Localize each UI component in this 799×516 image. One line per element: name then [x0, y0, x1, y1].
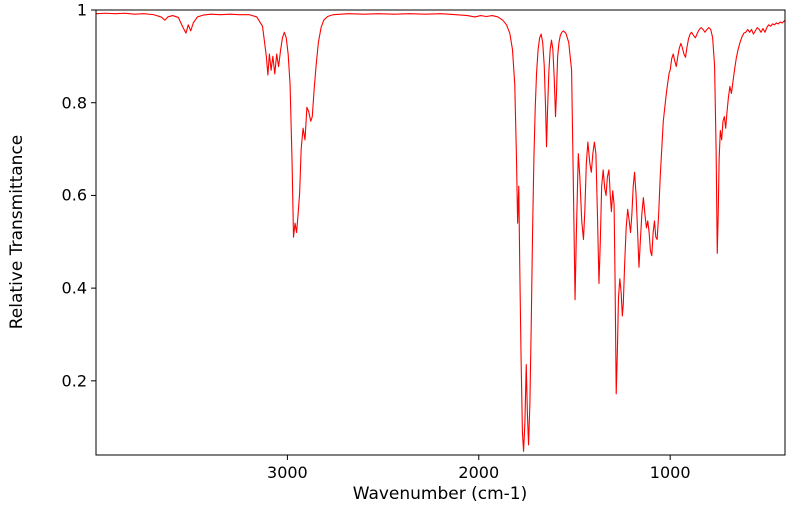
- y-tick-label: 0.6: [61, 185, 87, 205]
- y-tick-label: 0.8: [61, 93, 87, 113]
- x-tick-label: 1000: [649, 463, 691, 482]
- spectrum-line: [95, 12, 786, 452]
- x-tick-label: 3000: [267, 463, 308, 482]
- y-tick-label: 0.2: [61, 371, 87, 391]
- x-tick-label: 2000: [458, 463, 500, 482]
- x-axis-title: Wavenumber (cm-1): [352, 484, 528, 504]
- y-axis-title: Relative Transmittance: [7, 134, 27, 330]
- y-tick-label: 0.4: [61, 278, 87, 298]
- axes-frame: [95, 9, 786, 456]
- y-tick-label: 1: [76, 0, 87, 20]
